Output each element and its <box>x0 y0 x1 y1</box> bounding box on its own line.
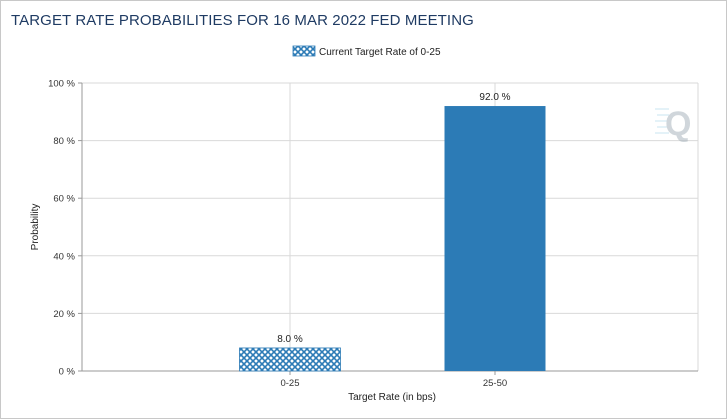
y-tick-label: 20 % <box>53 309 75 320</box>
bar-data-label: 92.0 % <box>479 92 510 103</box>
bar-0-25 <box>239 347 341 372</box>
x-tick-label: 0-25 <box>280 378 299 389</box>
bars <box>239 106 546 372</box>
y-tick-label: 100 % <box>48 79 75 90</box>
bar-data-label: 8.0 % <box>277 334 303 345</box>
chart-title: TARGET RATE PROBABILITIES FOR 16 MAR 202… <box>11 12 474 29</box>
y-axis-label: Probability <box>30 204 41 251</box>
gridlines <box>81 82 699 372</box>
legend: Current Target Rate of 0-25 <box>292 45 441 58</box>
bar-25-50 <box>444 106 546 371</box>
axes <box>78 82 698 375</box>
x-axis-label: Target Rate (in bps) <box>348 392 436 403</box>
y-tick-label: 40 % <box>53 251 75 262</box>
y-tick-label: 80 % <box>53 136 75 147</box>
legend-label: Current Target Rate of 0-25 <box>319 47 441 58</box>
labels: 0 % 20 % 40 % 60 % 80 % 100 % 8.0 % 0-25 92.0 % 2… <box>48 79 511 390</box>
watermark-letter: Q <box>665 105 691 143</box>
y-tick-label: 0 % <box>59 367 76 378</box>
y-tick-label: 60 % <box>53 194 75 205</box>
legend-swatch-hatched <box>292 45 316 57</box>
quikstrike-q-logo-icon: Q <box>655 105 691 143</box>
x-tick-label: 25-50 <box>483 378 507 389</box>
